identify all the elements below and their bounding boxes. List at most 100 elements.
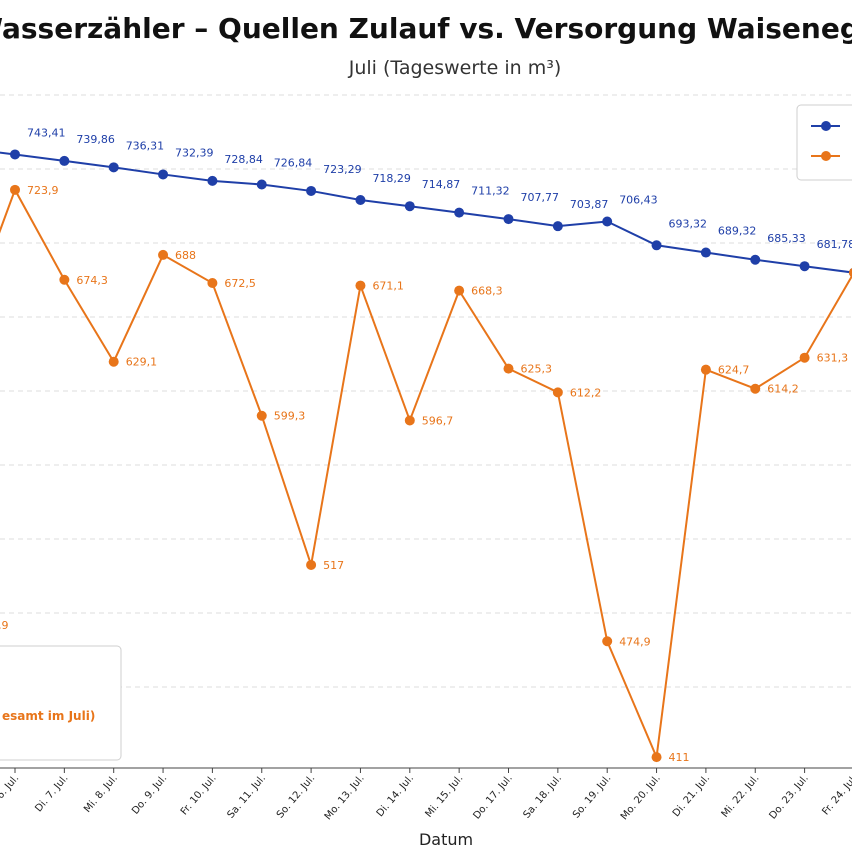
- x-tick-label: Do. 17. Jul.: [471, 773, 514, 822]
- x-tick-label: Mi. 22. Jul.: [720, 773, 762, 820]
- data-label: 411: [669, 751, 690, 764]
- legend-secondary-text: esamt im Juli): [2, 709, 95, 723]
- legend-top-right: [796, 104, 852, 181]
- data-point: [503, 214, 514, 225]
- data-label: 711,32: [471, 185, 510, 198]
- data-label: 614,2: [767, 383, 799, 396]
- x-tick-label: Sa. 11. Jul.: [225, 773, 268, 821]
- data-point: [503, 363, 514, 374]
- data-point: [256, 179, 267, 190]
- data-label: 732,39: [175, 146, 214, 159]
- data-label: 739,86: [76, 133, 115, 146]
- grid-lines: [0, 94, 852, 688]
- data-label: 631,3: [817, 352, 849, 365]
- data-label: 517: [323, 559, 344, 572]
- data-label: 612,2: [570, 386, 602, 399]
- x-tick-label: Mo. 13. Jul.: [323, 773, 367, 822]
- data-point: [355, 195, 366, 206]
- data-label: 723,29: [323, 163, 362, 176]
- data-point: [404, 415, 415, 426]
- data-point: [651, 240, 662, 251]
- data-point: [750, 383, 761, 394]
- legend-box: [796, 104, 852, 181]
- data-point: [59, 155, 70, 166]
- x-axis-label: Datum: [419, 830, 473, 849]
- x-tick-label: So. 19. Jul.: [571, 773, 613, 821]
- data-label: 688: [175, 249, 196, 262]
- legend-swatch-marker: [821, 151, 831, 161]
- chart-subtitle: Juli (Tageswerte in m³): [348, 57, 562, 79]
- data-point: [306, 559, 317, 570]
- x-tick-label: Do. 9. Jul.: [130, 773, 169, 817]
- data-label: 685,33: [767, 232, 806, 245]
- data-point: [59, 274, 70, 285]
- data-point: [454, 207, 465, 218]
- data-label: 736,31: [126, 139, 165, 152]
- data-label: 674,3: [76, 274, 108, 287]
- data-point: [207, 175, 218, 186]
- x-tick-label: Do. 23. Jul.: [768, 773, 811, 822]
- data-label: 596,7: [422, 414, 454, 427]
- data-point: [355, 280, 366, 291]
- data-label: 689,32: [718, 225, 757, 238]
- chart-title: Wasserzähler – Quellen Zulauf vs. Versor…: [0, 12, 852, 45]
- x-tick-label: Mi. 15. Jul.: [424, 773, 466, 820]
- x-tick-label: Mo. 20. Jul.: [619, 773, 663, 822]
- data-point: [602, 216, 613, 227]
- data-point: [552, 387, 563, 398]
- data-point: [700, 364, 711, 375]
- legend-swatch-marker: [821, 121, 831, 131]
- x-tick-label: Fr. 24. Jul.: [820, 773, 852, 818]
- series-line: [0, 187, 852, 761]
- data-label: 743,41: [27, 126, 66, 139]
- series-1: 723,9 674,3 629,1 688 672,5 599,3 517 671,1 596,…: [0, 184, 852, 764]
- data-label: 703,87: [570, 198, 609, 211]
- x-tick-label: Sa. 18. Jul.: [522, 773, 565, 821]
- data-point: [848, 268, 852, 278]
- data-label: 671,1: [372, 280, 404, 293]
- x-tick-label: Di. 21. Jul.: [671, 773, 712, 819]
- data-label: 707,77: [521, 191, 560, 204]
- data-label: 681,78: [817, 238, 852, 251]
- x-tick-label: Fr. 10. Jul.: [179, 773, 219, 818]
- series-0: 743,41 739,86 736,31 732,39 728,84 726,84 723,…: [0, 126, 852, 278]
- data-label: 672,5: [224, 277, 256, 290]
- data-label: 726,84: [274, 157, 313, 170]
- x-tick-label: Di. 14. Jul.: [375, 773, 416, 819]
- data-label: 624,7: [718, 364, 750, 377]
- data-point: [700, 247, 711, 258]
- data-point: [158, 249, 169, 260]
- data-point: [108, 162, 119, 173]
- data-label: 629,1: [126, 356, 158, 369]
- data-label: 718,29: [372, 172, 411, 185]
- data-label: 728,84: [224, 153, 263, 166]
- data-point: [602, 636, 613, 647]
- data-label: 714,87: [422, 178, 461, 191]
- data-label-partial: ,9: [0, 619, 9, 632]
- data-point: [10, 149, 20, 160]
- data-label: 693,32: [669, 217, 708, 230]
- legend-bottom-left: esamt im Juli): [0, 645, 122, 761]
- data-point: [552, 221, 563, 232]
- data-point: [404, 201, 415, 212]
- data-point: [799, 352, 810, 363]
- data-point: [306, 185, 317, 196]
- data-label: 706,43: [619, 194, 658, 207]
- data-point: [10, 184, 20, 195]
- x-tick-label: So. 12. Jul.: [275, 773, 317, 821]
- data-point: [207, 278, 218, 289]
- x-tick-label: Mo. 6. Jul.: [0, 773, 21, 818]
- data-label: 599,3: [274, 410, 306, 423]
- data-point: [750, 254, 761, 265]
- data-label: 668,3: [471, 285, 503, 298]
- data-label: 474,9: [619, 635, 651, 648]
- data-point: [256, 410, 267, 421]
- x-axis-ticks: Mo. 6. Jul. Di. 7. Jul. Mi. 8. Jul. Do. 9. …: [0, 768, 852, 822]
- data-point: [108, 356, 119, 367]
- series-line: [0, 151, 852, 274]
- series-layer: 743,41 739,86 736,31 732,39 728,84 726,84 723,…: [0, 126, 852, 764]
- data-label: 625,3: [521, 363, 553, 376]
- data-point: [799, 261, 810, 272]
